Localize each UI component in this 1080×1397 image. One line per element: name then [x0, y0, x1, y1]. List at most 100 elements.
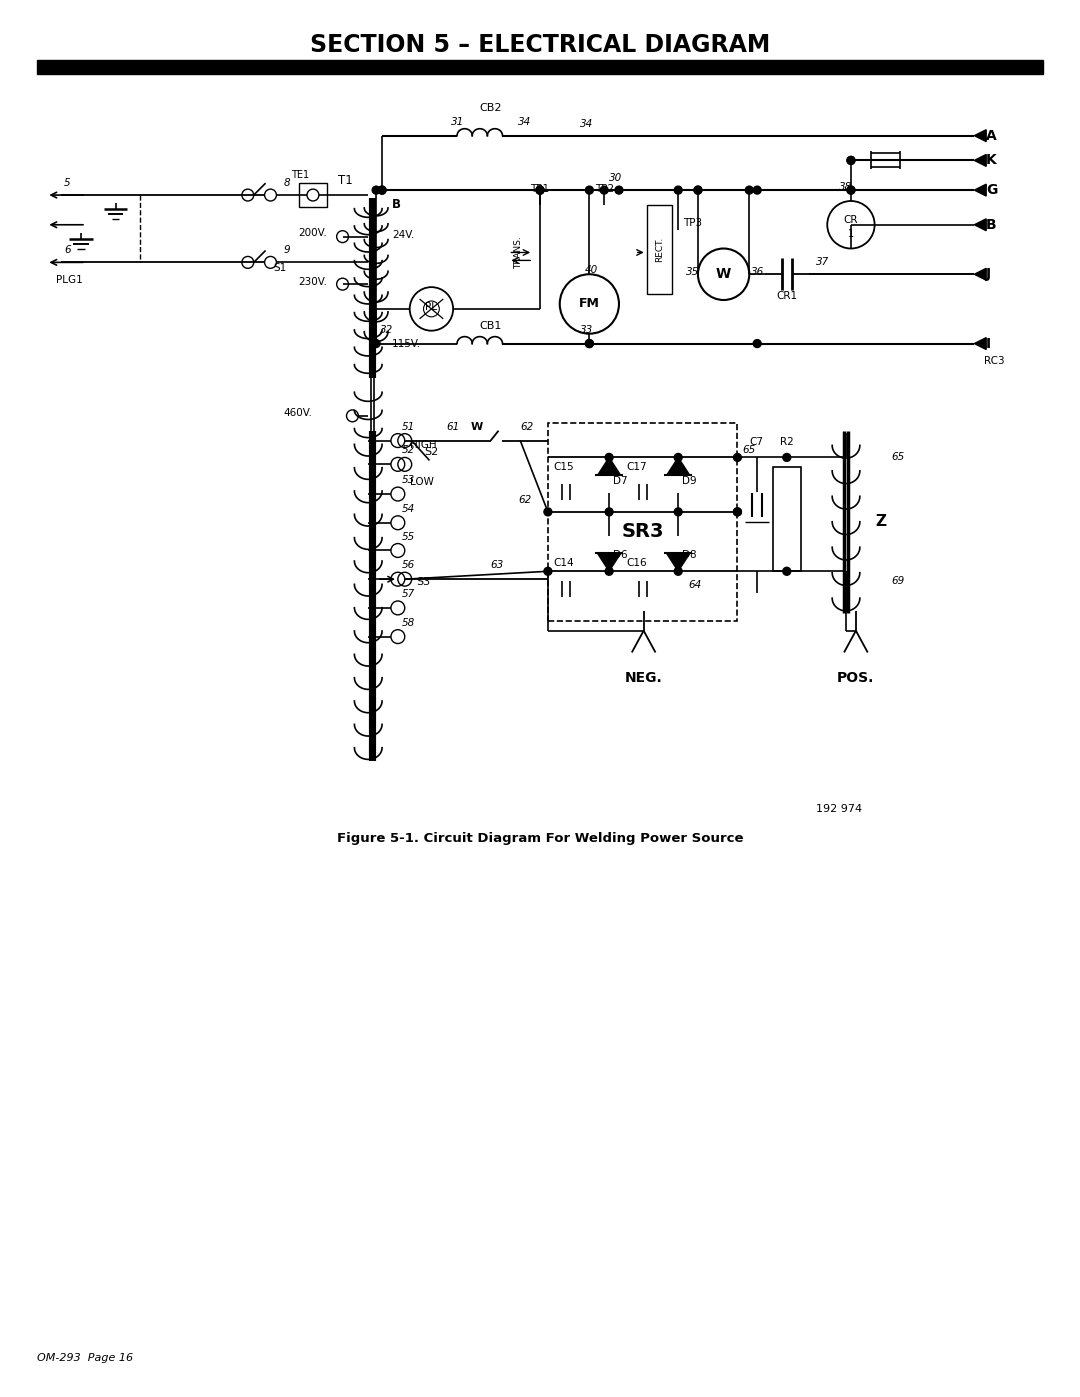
Text: 40: 40 [584, 265, 597, 275]
Text: D8: D8 [683, 550, 697, 560]
Text: W: W [716, 267, 731, 281]
Circle shape [544, 567, 552, 576]
Text: R2: R2 [780, 437, 794, 447]
Text: S2: S2 [424, 447, 438, 457]
Polygon shape [597, 457, 621, 475]
Text: 38: 38 [839, 182, 852, 193]
Text: TP1: TP1 [530, 184, 550, 194]
Circle shape [585, 339, 593, 348]
Circle shape [753, 186, 761, 194]
Circle shape [694, 186, 702, 194]
Text: 230V.: 230V. [298, 277, 327, 288]
Text: FM: FM [579, 298, 599, 310]
Circle shape [378, 186, 386, 194]
Text: LOW: LOW [409, 478, 433, 488]
Text: A: A [986, 129, 997, 142]
Text: RECT.: RECT. [654, 237, 664, 263]
Text: 65: 65 [742, 444, 756, 454]
Circle shape [733, 509, 741, 515]
Polygon shape [666, 553, 690, 571]
Text: PLG1: PLG1 [56, 275, 83, 285]
Text: 53: 53 [402, 475, 415, 485]
Bar [647, 205, 672, 293]
Circle shape [585, 186, 593, 194]
Circle shape [536, 186, 544, 194]
Circle shape [605, 567, 613, 576]
Text: 200V.: 200V. [298, 228, 327, 237]
Polygon shape [974, 130, 986, 141]
Text: B: B [392, 198, 401, 211]
Polygon shape [666, 457, 690, 475]
Text: Z: Z [876, 514, 887, 529]
Circle shape [694, 186, 702, 194]
Text: 62: 62 [521, 422, 534, 432]
Circle shape [373, 339, 380, 348]
Text: K: K [986, 154, 997, 168]
Text: S3: S3 [417, 577, 431, 587]
Text: CB2: CB2 [480, 103, 502, 113]
Circle shape [536, 186, 544, 194]
Text: I: I [986, 337, 991, 351]
Circle shape [674, 186, 683, 194]
Circle shape [615, 186, 623, 194]
Polygon shape [974, 338, 986, 349]
Text: B: B [986, 218, 997, 232]
Text: 52: 52 [402, 446, 415, 455]
Text: 32: 32 [380, 324, 393, 335]
Text: SR3: SR3 [621, 522, 664, 541]
Circle shape [847, 156, 855, 165]
Circle shape [733, 509, 741, 515]
Text: 24V.: 24V. [392, 229, 415, 240]
Text: 30: 30 [609, 173, 622, 183]
Text: 35: 35 [686, 267, 700, 277]
Bar [773, 468, 800, 571]
Text: T1: T1 [338, 173, 352, 187]
Text: C7: C7 [750, 437, 764, 447]
Text: HIGH: HIGH [409, 440, 436, 450]
Text: OM-293  Page 16: OM-293 Page 16 [37, 1354, 133, 1363]
Circle shape [605, 509, 613, 515]
Text: C15: C15 [554, 462, 575, 472]
Text: 115V.: 115V. [392, 338, 421, 349]
Text: TE1: TE1 [292, 170, 309, 180]
Circle shape [783, 454, 791, 461]
Polygon shape [974, 219, 986, 231]
Text: 51: 51 [402, 422, 415, 432]
Text: D6: D6 [613, 550, 627, 560]
Text: Figure 5-1. Circuit Diagram For Welding Power Source: Figure 5-1. Circuit Diagram For Welding … [337, 833, 743, 845]
Circle shape [733, 454, 741, 461]
Text: 9: 9 [283, 246, 289, 256]
Circle shape [585, 339, 593, 348]
Text: POS.: POS. [837, 671, 875, 685]
Text: 69: 69 [891, 576, 905, 587]
Text: C17: C17 [626, 462, 648, 472]
Text: TP2: TP2 [595, 184, 613, 194]
Text: SECTION 5 – ELECTRICAL DIAGRAM: SECTION 5 – ELECTRICAL DIAGRAM [310, 32, 770, 56]
Circle shape [674, 509, 683, 515]
Circle shape [674, 567, 683, 576]
Bar [37, 60, 1043, 74]
Circle shape [373, 186, 380, 194]
Text: 61: 61 [446, 422, 459, 432]
Text: 58: 58 [402, 617, 415, 627]
Text: CR1: CR1 [777, 291, 797, 300]
Text: TP3: TP3 [684, 218, 702, 228]
Circle shape [605, 454, 613, 461]
Text: 460V.: 460V. [283, 408, 312, 418]
Circle shape [674, 454, 683, 461]
Text: G: G [986, 183, 998, 197]
Text: 6: 6 [64, 246, 71, 256]
Text: D9: D9 [683, 476, 697, 486]
Text: C16: C16 [626, 559, 648, 569]
Circle shape [600, 186, 608, 194]
Polygon shape [974, 268, 986, 281]
Text: C14: C14 [554, 559, 575, 569]
Circle shape [536, 186, 544, 194]
Text: 37: 37 [816, 257, 829, 267]
Circle shape [847, 186, 855, 194]
Polygon shape [597, 553, 621, 571]
Text: NEG.: NEG. [624, 671, 662, 685]
Circle shape [745, 186, 753, 194]
Bar [299, 183, 327, 207]
Text: 34: 34 [518, 117, 531, 127]
